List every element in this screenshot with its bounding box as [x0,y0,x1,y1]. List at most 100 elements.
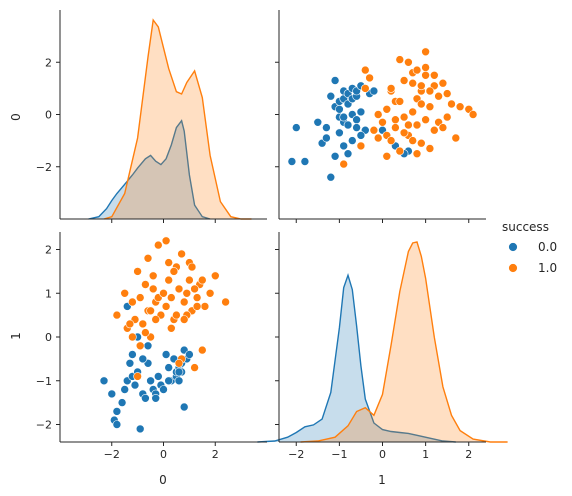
scatter-point-1 [404,120,413,130]
scatter-point-0 [174,367,184,377]
x-tick-label: 1 [422,448,429,461]
scatter-point-1 [395,146,405,156]
scatter-point-1 [159,288,168,298]
scatter-point-0 [185,350,194,359]
scatter-point-1 [187,262,197,272]
scatter-point-1 [174,358,184,368]
scatter-point-1 [429,71,439,80]
scatter-point-1 [112,310,122,320]
scatter-point-0 [141,393,150,403]
scatter-point-1 [365,73,374,83]
scatter-point-1 [386,84,396,93]
scatter-point-1 [373,133,383,143]
scatter-point-1 [190,284,199,294]
scatter-point-0 [161,350,171,359]
scatter-point-1 [438,78,448,88]
scatter-point-1 [412,65,422,75]
scatter-point-0 [154,372,163,381]
legend-marker-1 [508,263,518,273]
scatter-point-1 [198,275,207,285]
scatter-point-0 [107,389,117,399]
kde-line-1 [103,18,252,220]
scatter-point-0 [179,402,189,412]
scatter-point-1 [369,125,379,135]
scatter-point-1 [425,102,435,111]
scatter-point-1 [360,84,370,93]
scatter-point-1 [360,65,370,75]
scatter-point-1 [425,144,435,153]
scatter-point-1 [182,288,192,298]
scatter-point-0 [164,363,173,372]
kde-fill-0 [88,120,211,219]
scatter-point-1 [135,293,145,302]
legend-title: success [502,220,549,234]
scatter-point-0 [120,385,129,394]
x-tick-label: 0 [379,448,386,461]
y-tick-label: 0 [45,331,52,344]
scatter-point-0 [322,133,331,143]
scatter-point-0 [343,120,353,130]
y-tick-label: 0 [45,109,52,122]
scatter-point-1 [399,76,409,85]
y-tick-label: −2 [36,161,52,174]
scatter-point-0 [130,380,140,390]
scatter-point-1 [146,306,155,316]
x-axis-label-left: 0 [159,473,167,487]
scatter-point-0 [138,354,148,364]
scatter-point-1 [133,267,142,276]
scatter-point-1 [221,297,230,307]
scatter-point-1 [442,112,452,122]
scatter-point-1 [438,123,448,132]
scatter-point-0 [143,341,153,351]
scatter-point-0 [356,107,366,117]
scatter-point-1 [399,112,409,122]
scatter-point-1 [192,302,202,311]
axes-layer: −2 0 2 −2 −1 0 1 2 −2 0 2 −2 −1 0 1 2 [36,10,486,461]
kde-line-1 [300,241,508,443]
scatter-point-1 [404,57,413,67]
x-tick-label: 2 [465,448,472,461]
scatter-point-1 [391,123,400,132]
scatter-point-0 [300,157,310,166]
scatter-point-1 [416,81,426,91]
scatter-point-1 [161,302,171,311]
scatter-point-1 [164,258,173,267]
scatter-point-1 [425,86,435,96]
scatter-point-1 [339,159,349,169]
scatter-point-1 [408,136,418,145]
panel-kde-var1 [257,241,508,443]
x-axis-label-right: 1 [378,473,386,487]
scatter-point-0 [99,376,109,386]
scatter-point-0 [347,136,357,145]
scatter-point-1 [391,115,400,124]
legend: success 0.0 1.0 [502,220,557,275]
scatter-point-1 [133,372,142,381]
scatter-point-0 [343,149,353,158]
scatter-point-0 [339,141,349,151]
scatter-point-1 [447,99,456,109]
scatter-point-1 [179,315,189,324]
scatter-point-1 [138,319,148,329]
scatter-point-0 [335,105,344,114]
scatter-point-1 [211,271,220,281]
scatter-point-0 [112,420,122,429]
scatter-point-1 [451,133,461,143]
panel-kde-var0 [88,18,252,220]
scatter-point-1 [434,91,443,101]
scatter-point-1 [120,288,129,298]
scatter-point-1 [429,125,439,135]
scatter-point-0 [313,118,323,127]
scatter-point-0 [159,385,168,394]
x-tick-label: −1 [331,448,347,461]
scatter-point-1 [148,284,158,294]
panel-scatter-var0-vs-var1 [99,236,230,434]
scatter-point-1 [442,89,452,98]
y-tick-label: 1 [45,287,52,300]
scatter-point-1 [192,293,202,302]
scatter-point-0 [125,358,135,368]
x-tick-label: −2 [104,448,120,461]
scatter-point-0 [117,398,127,407]
scatter-point-1 [167,293,176,302]
kde-fill-0 [257,275,456,442]
